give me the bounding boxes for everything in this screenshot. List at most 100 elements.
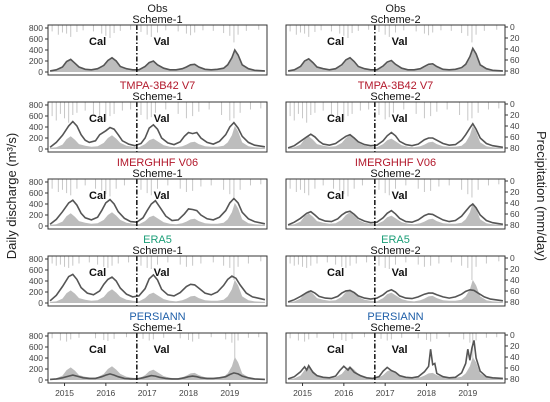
simulated-discharge-line [287,340,503,380]
y-tick-label-left: 200 [29,56,43,66]
y-tick-label-right: 60 [510,209,520,219]
x-tick-label: 2015 [55,388,74,398]
precipitation-bars [289,102,500,123]
simulated-discharge-line [49,197,266,225]
observed-discharge-area [50,202,265,226]
panel-subtitle: Scheme-1 [132,245,182,257]
y-tick-label-left: 0 [38,221,43,231]
precipitation-bars [289,179,500,198]
y-tick-label-left: 600 [29,265,43,275]
precipitation-bars [51,102,262,123]
x-tick-label: 2019 [220,388,239,398]
cal-label: Cal [89,344,106,356]
precipitation-bars [51,179,262,198]
y-tick-label-left: 400 [29,353,43,363]
panel-title: IMERGHHF V06 [355,157,436,169]
simulated-discharge-line [287,122,504,149]
observed-discharge-area [288,356,503,380]
simulated-discharge-line [49,120,266,148]
panel-subtitle: Scheme-2 [370,245,420,257]
observed-discharge-area [50,279,265,303]
cal-label: Cal [89,267,106,279]
cal-label: Cal [327,36,344,48]
y-tick-label-right: 60 [510,55,520,65]
y-tick-label-left: 600 [29,34,43,44]
panel-title: PERSIANN [129,311,185,323]
y-tick-label-left: 200 [29,133,43,143]
y-tick-label-right: 20 [510,264,520,274]
y-tick-label-right: 0 [510,176,515,186]
cal-label: Cal [89,190,106,202]
panel-title: IMERGHHF V06 [117,157,198,169]
y-tick-label-right: 80 [510,220,520,230]
precipitation-bars [51,333,260,360]
cal-label: Cal [89,113,106,125]
y-tick-label-right: 40 [510,275,520,285]
panel-subtitle: Scheme-1 [132,322,182,334]
observed-discharge-area [288,125,503,149]
y-tick-label-left: 0 [38,375,43,385]
panel-subtitle: Scheme-2 [370,168,420,180]
simulated-discharge-line [50,372,265,381]
y-tick-label-left: 800 [29,331,43,341]
panel-frame [285,101,506,153]
y-tick-label-left: 200 [29,364,43,374]
y-tick-label-right: 20 [510,341,520,351]
y-tick-label-right: 0 [510,22,515,32]
x-tick-label: 2017 [376,388,395,398]
panel-title: TMPA-3B42 V7 [358,80,434,92]
y-tick-label-right: 0 [510,253,515,263]
cal-label: Cal [327,344,344,356]
y-tick-label-right: 40 [510,121,520,131]
y-tick-label-right: 60 [510,363,520,373]
precipitation-bars [289,25,498,43]
y-tick-label-left: 0 [38,144,43,154]
y-tick-label-left: 400 [29,199,43,209]
panel-subtitle: Scheme-2 [370,14,420,26]
y-tick-label-right: 40 [510,44,520,54]
y-tick-label-right: 20 [510,33,520,43]
val-label: Val [392,267,408,279]
y-tick-label-right: 80 [510,374,520,384]
observed-discharge-area [288,48,503,72]
cal-label: Cal [327,267,344,279]
simulated-discharge-line [49,273,266,302]
simulated-discharge-line [49,48,265,72]
y-tick-label-left: 200 [29,210,43,220]
y-tick-label-right: 40 [510,352,520,362]
val-label: Val [392,113,408,125]
y-tick-label-left: 0 [38,67,43,77]
y-tick-label-left: 200 [29,287,43,297]
x-tick-label: 2018 [179,388,198,398]
observed-discharge-area [50,125,265,149]
panel-subtitle: Scheme-1 [132,168,182,180]
y-tick-label-left: 600 [29,188,43,198]
panel-subtitle: Scheme-2 [370,322,420,334]
y-tick-label-left: 600 [29,111,43,121]
val-label: Val [154,36,170,48]
panel-title: Obs [147,3,168,15]
y-tick-label-right: 80 [510,66,520,76]
x-tick-label: 2015 [293,388,312,398]
y-tick-label-left: 0 [38,298,43,308]
val-label: Val [154,190,170,202]
y-tick-label-left: 800 [29,177,43,187]
y-tick-label-right: 60 [510,132,520,142]
y-axis-label-left: Daily discharge (m³/s) [4,133,19,259]
y-tick-label-right: 20 [510,110,520,120]
y-tick-label-right: 80 [510,297,520,307]
cal-label: Cal [327,190,344,202]
panel-title: Obs [385,3,406,15]
observed-discharge-area [288,279,503,303]
